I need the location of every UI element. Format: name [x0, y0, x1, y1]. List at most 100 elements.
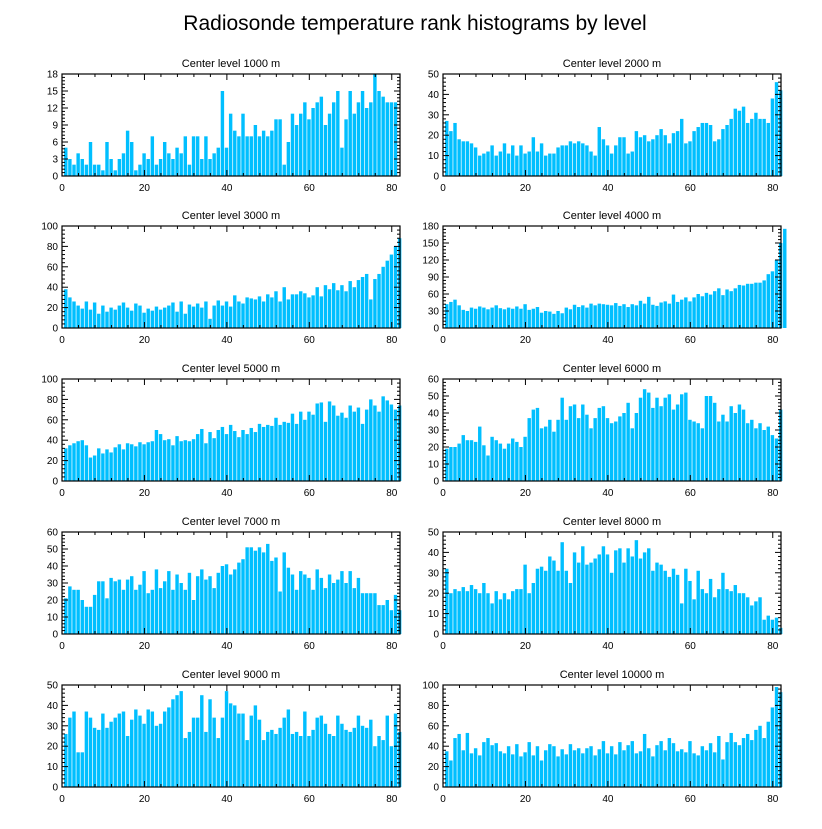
- bar: [336, 579, 340, 634]
- x-tick-label: 40: [221, 335, 233, 346]
- bar: [498, 151, 503, 176]
- bar: [261, 426, 266, 481]
- bar: [393, 713, 398, 787]
- bar: [523, 304, 527, 328]
- bar: [364, 409, 369, 481]
- bar: [473, 147, 478, 176]
- bar: [253, 705, 258, 787]
- bar: [745, 733, 750, 787]
- bar: [758, 423, 762, 481]
- bar: [556, 570, 560, 634]
- bar: [671, 294, 676, 328]
- y-tick-label: 0: [433, 630, 439, 641]
- bar: [307, 119, 311, 176]
- bar: [515, 589, 519, 634]
- bar: [183, 136, 188, 176]
- x-tick-label: 0: [440, 335, 446, 346]
- bar: [68, 717, 72, 787]
- y-tick-label: 30: [47, 579, 59, 590]
- bar: [270, 729, 274, 787]
- bar: [125, 130, 130, 176]
- bar: [315, 717, 319, 787]
- bar: [762, 619, 766, 634]
- bar: [572, 750, 577, 787]
- bar: [307, 411, 311, 481]
- bar: [445, 751, 449, 787]
- bar: [282, 164, 286, 176]
- bar: [340, 285, 344, 328]
- bar: [593, 558, 597, 634]
- y-tick-label: 20: [428, 131, 440, 142]
- y-tick-label: 40: [47, 562, 59, 573]
- y-tick-label: 20: [428, 443, 440, 454]
- bar: [675, 574, 680, 634]
- bar: [84, 445, 89, 481]
- bar: [634, 413, 639, 481]
- bar: [754, 282, 758, 328]
- bar: [336, 290, 340, 328]
- x-tick-label: 80: [386, 488, 398, 499]
- bar: [158, 159, 163, 176]
- bar: [109, 307, 113, 328]
- y-tick-label: 10: [47, 613, 59, 624]
- bar: [373, 746, 377, 787]
- bar: [299, 571, 303, 634]
- bar: [171, 302, 175, 328]
- chart-panel: Center level 8000 m 0 20 40 60 80 0 10 20 30 40 50: [428, 516, 783, 652]
- x-tick-label: 20: [139, 183, 151, 194]
- y-tick-label: 40: [47, 283, 59, 294]
- bar: [453, 589, 457, 634]
- bar: [294, 731, 299, 787]
- bar: [721, 572, 725, 634]
- bar: [307, 577, 311, 634]
- bar: [721, 295, 725, 328]
- bar: [125, 443, 130, 481]
- y-tick-label: 40: [428, 90, 440, 101]
- bar: [158, 309, 163, 328]
- bar: [72, 164, 76, 176]
- bar: [770, 619, 775, 634]
- bar: [531, 755, 536, 787]
- bar: [490, 307, 494, 328]
- bar: [655, 397, 659, 481]
- bar: [241, 430, 245, 481]
- bar: [692, 421, 696, 481]
- bar: [478, 306, 482, 328]
- bar: [675, 301, 680, 328]
- bar: [389, 254, 394, 328]
- bar: [167, 305, 171, 328]
- x-tick-label: 60: [304, 183, 316, 194]
- bar: [348, 281, 352, 328]
- bar: [453, 447, 457, 481]
- bar: [216, 300, 220, 328]
- bar: [680, 749, 684, 787]
- bar: [445, 448, 449, 481]
- bar: [92, 164, 97, 176]
- bar: [331, 405, 336, 481]
- bar: [502, 753, 507, 787]
- plot-frame: [61, 378, 401, 482]
- bar: [548, 556, 552, 634]
- bar: [101, 581, 105, 634]
- bar: [593, 418, 597, 481]
- bar: [568, 583, 573, 634]
- bar: [146, 593, 150, 634]
- bar: [745, 283, 750, 328]
- figure-title: Radiosonde temperature rank histograms b…: [183, 12, 646, 35]
- bar: [191, 439, 196, 481]
- y-tick-label: 50: [47, 681, 59, 692]
- bar: [146, 308, 150, 328]
- bar: [725, 742, 729, 787]
- bar: [552, 560, 556, 634]
- bar: [183, 589, 188, 634]
- bar: [105, 598, 109, 634]
- bar: [556, 311, 560, 328]
- bar: [274, 733, 278, 787]
- bar: [469, 307, 474, 328]
- bar: [134, 170, 138, 176]
- bar: [445, 304, 449, 328]
- y-tick-label: 40: [47, 436, 59, 447]
- bar: [737, 404, 742, 481]
- y-tick-label: 20: [47, 303, 59, 314]
- bar: [224, 564, 229, 634]
